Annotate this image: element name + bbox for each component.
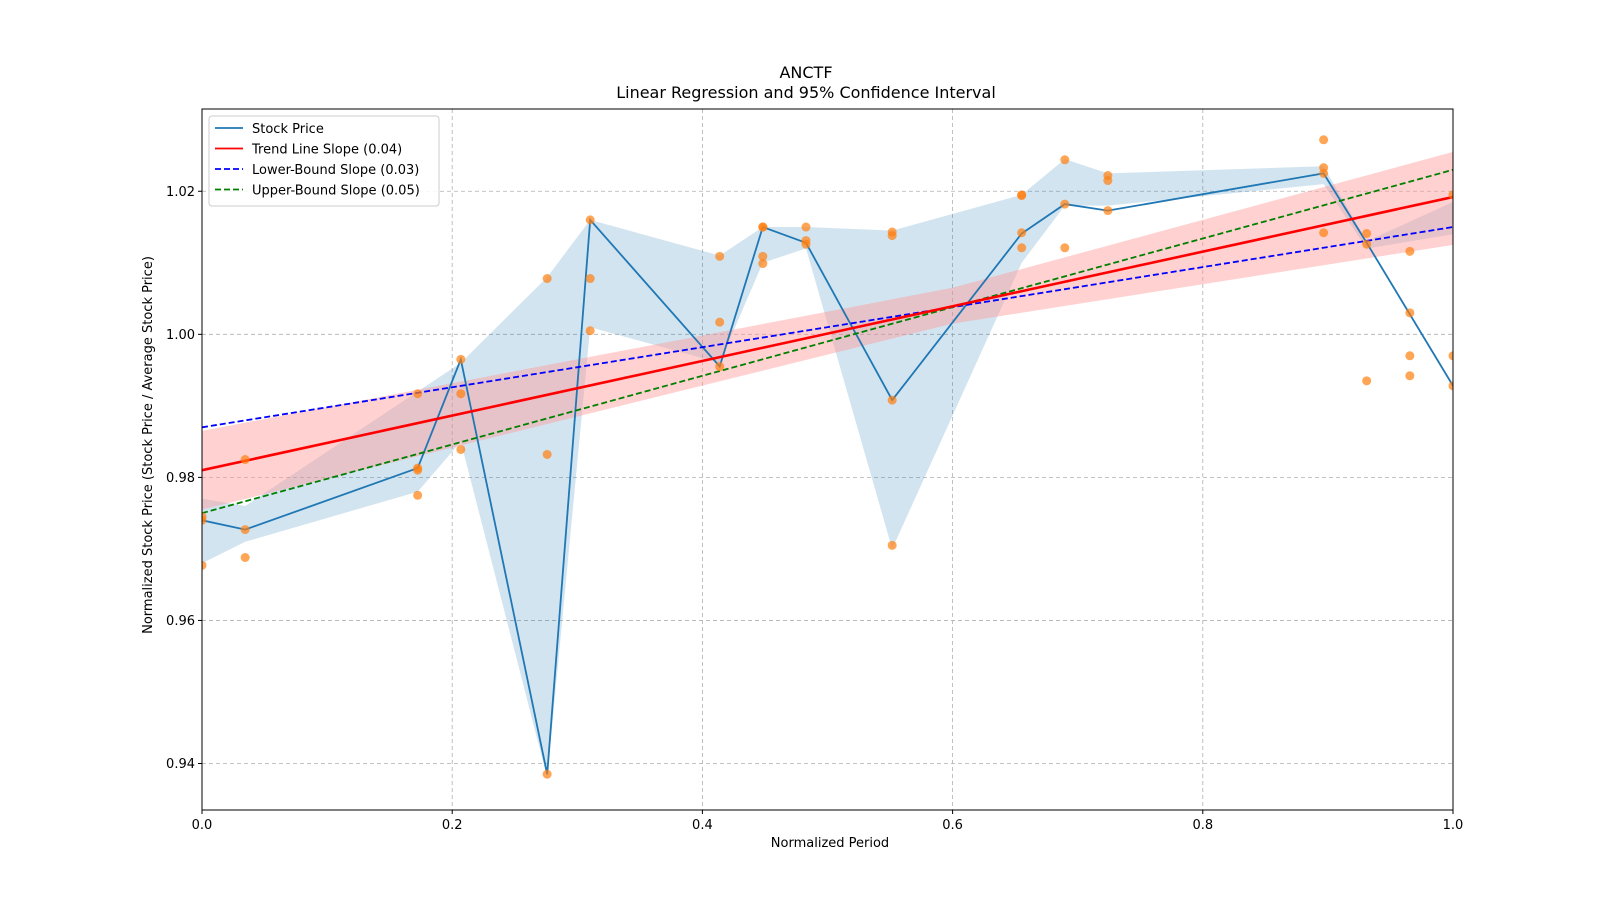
confidence-bands xyxy=(202,151,1453,778)
scatter-point xyxy=(542,449,552,459)
scatter-point xyxy=(202,515,207,525)
scatter-point xyxy=(1448,190,1453,200)
scatter-point xyxy=(801,222,811,232)
y-tick-label: 1.00 xyxy=(166,328,195,343)
trend-confidence-band xyxy=(202,151,1453,510)
scatter-point xyxy=(413,389,423,399)
chart-title: ANCTF xyxy=(779,63,832,82)
plot-frame xyxy=(201,108,1454,811)
legend: Stock Price Trend Line Slope (0.04) Lower-… xyxy=(208,115,440,207)
scatter-point xyxy=(1319,168,1329,178)
x-tick-label: 1.0 xyxy=(1443,818,1464,833)
y-tick-label: 0.98 xyxy=(166,471,195,486)
scatter-point xyxy=(1362,228,1372,238)
legend-label: Lower-Bound Slope (0.03) xyxy=(252,163,419,178)
scatter-point xyxy=(542,769,552,779)
scatter-point xyxy=(456,444,466,454)
legend-box xyxy=(208,115,440,207)
stock-price-line xyxy=(202,172,1453,775)
x-tick-label: 0.4 xyxy=(692,818,713,833)
scatter-point xyxy=(887,540,897,550)
legend-label: Upper-Bound Slope (0.05) xyxy=(252,184,420,199)
scatter-point xyxy=(585,215,595,225)
scatter-point xyxy=(585,274,595,284)
scatter-point xyxy=(715,317,725,327)
y-tick-label: 1.02 xyxy=(166,185,195,200)
scatter-point xyxy=(1448,351,1453,361)
chart-subtitle: Linear Regression and 95% Confidence Int… xyxy=(616,83,996,102)
scatter-point xyxy=(1017,228,1027,238)
scatter-point xyxy=(456,389,466,399)
scatter-point xyxy=(240,455,250,464)
scatter-point xyxy=(1060,155,1070,165)
scatter-point xyxy=(413,490,423,500)
legend-label: Stock Price xyxy=(252,122,324,137)
scatter-point xyxy=(758,259,768,269)
y-tick-label: 0.94 xyxy=(166,757,195,772)
scatter-point xyxy=(758,251,768,261)
trend-line xyxy=(202,195,1453,472)
axis-ticks: 0.0 0.2 0.4 0.6 0.8 1.0 0.94 0.96 0.98 1.00 1.02 xyxy=(166,185,1463,833)
upper-bound-line xyxy=(202,168,1453,515)
scatter-point xyxy=(585,326,595,336)
scatter-point xyxy=(542,274,552,284)
scatter-point xyxy=(1060,243,1070,253)
stock-price-band xyxy=(202,159,1453,778)
scatter-point xyxy=(1017,243,1027,253)
scatter-point xyxy=(240,552,250,562)
x-tick-label: 0.0 xyxy=(192,818,213,833)
scatter-point xyxy=(1405,371,1415,381)
scatter-point xyxy=(1405,308,1415,318)
scatter-point xyxy=(1448,381,1453,391)
scatter-point xyxy=(1060,199,1070,209)
scatter-point xyxy=(887,395,897,405)
scatter-point xyxy=(715,362,725,372)
scatter-point xyxy=(1362,376,1372,386)
series-lines xyxy=(202,168,1453,775)
scatter-point xyxy=(1103,206,1113,216)
x-tick-label: 0.2 xyxy=(442,818,463,833)
scatter-point xyxy=(1319,228,1329,238)
y-axis-label: Normalized Stock Price (Stock Price / Av… xyxy=(141,256,156,634)
scatter-point xyxy=(413,463,423,473)
scatter-point xyxy=(456,354,466,364)
x-tick-label: 0.8 xyxy=(1192,818,1213,833)
scatter-point xyxy=(1103,176,1113,186)
scatter-point xyxy=(1362,239,1372,249)
scatter-points xyxy=(202,135,1453,779)
scatter-point xyxy=(1017,191,1027,201)
legend-label: Trend Line Slope (0.04) xyxy=(251,143,402,158)
x-tick-label: 0.6 xyxy=(942,818,963,833)
lower-bound-line xyxy=(202,226,1453,429)
scatter-point xyxy=(240,525,250,535)
scatter-point xyxy=(715,251,725,261)
scatter-point xyxy=(1405,351,1415,361)
scatter-point xyxy=(1319,135,1329,145)
x-axis-label: Normalized Period xyxy=(771,836,889,851)
scatter-point xyxy=(758,222,768,232)
scatter-point xyxy=(202,560,207,570)
scatter-point xyxy=(801,239,811,249)
scatter-point xyxy=(887,231,897,241)
scatter-point xyxy=(1405,246,1415,256)
y-tick-label: 0.96 xyxy=(166,614,195,629)
